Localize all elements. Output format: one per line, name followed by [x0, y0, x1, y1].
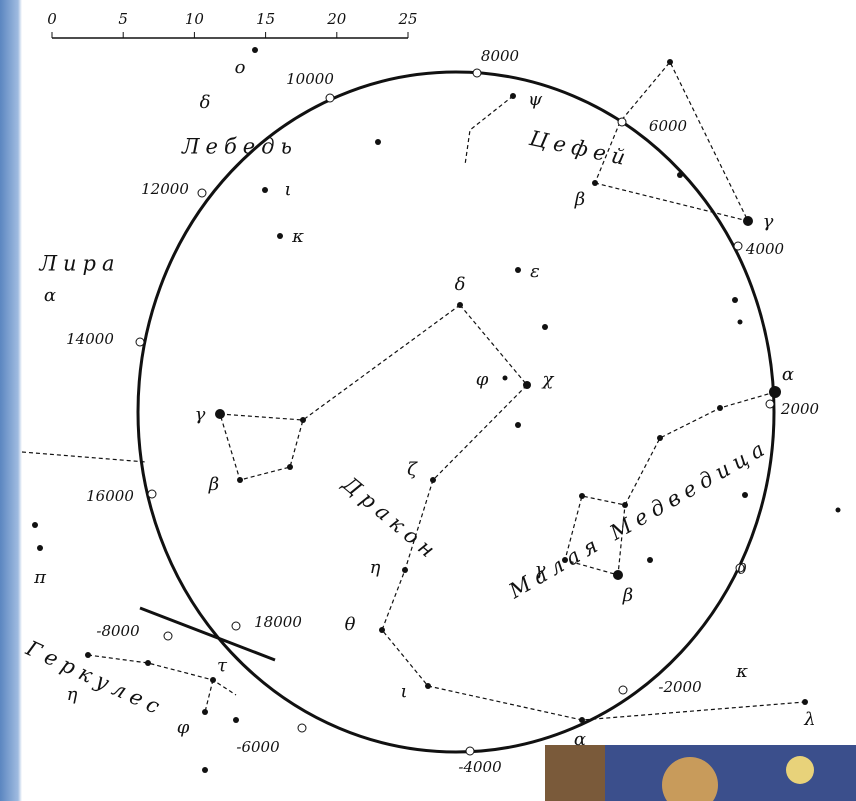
stars [32, 47, 841, 773]
constellation-name: Лира [38, 252, 120, 276]
paper [22, 6, 856, 796]
star-label: ζ [407, 459, 418, 480]
epoch-point [733, 241, 743, 251]
epoch-label: 10000 [286, 70, 334, 88]
epoch-label: 12000 [141, 180, 189, 198]
epoch-point [618, 685, 628, 695]
epoch-point [765, 399, 775, 409]
star-label: ψ [528, 89, 543, 110]
asterisms [21, 60, 806, 721]
epoch-label: -4000 [458, 758, 502, 776]
epoch-point [135, 337, 145, 347]
epoch-label: -6000 [236, 738, 280, 756]
epoch-point [163, 631, 173, 641]
star-label: ι [284, 179, 291, 200]
epoch-point [147, 489, 157, 499]
precession-circle [136, 70, 776, 754]
epoch-point [472, 68, 482, 78]
star-label: γ [763, 211, 774, 232]
epoch-point [231, 621, 241, 631]
star-label: φ [476, 369, 489, 390]
star-label: π [33, 567, 47, 588]
epoch-label: -8000 [96, 622, 140, 640]
star-label: α [44, 285, 56, 306]
scale-label: 0 [47, 10, 57, 28]
scale-label: 15 [256, 10, 275, 28]
constellation-name: Лебедь [181, 135, 298, 159]
scale-label: 5 [118, 10, 128, 28]
scale-label: 25 [397, 10, 417, 28]
star-label: η [67, 684, 78, 705]
epoch-label: 0 [737, 560, 747, 578]
star-label: λ [803, 709, 815, 730]
epoch-point [325, 93, 335, 103]
epoch-point [465, 746, 475, 756]
star-label: κ [735, 661, 748, 682]
epoch-label: 2000 [780, 400, 820, 418]
epoch-label: 14000 [66, 330, 114, 348]
star-label: β [574, 189, 585, 210]
epoch-label: 18000 [254, 613, 302, 631]
epoch-label: 8000 [481, 47, 520, 65]
star-label: γ [195, 404, 206, 425]
scale-label: 10 [185, 10, 205, 28]
star-label: η [370, 557, 381, 578]
star-label: o [235, 57, 246, 78]
star-label: θ [345, 614, 356, 635]
epoch-point [197, 188, 207, 198]
star-label: δ [200, 92, 211, 113]
star-label: α [574, 729, 586, 750]
star-label: φ [177, 717, 190, 738]
epoch-point [617, 117, 627, 127]
epoch-point [297, 723, 307, 733]
star-label: κ [291, 226, 304, 247]
star-label: β [208, 474, 219, 495]
star-label: δ [455, 274, 466, 295]
epoch-label: 4000 [745, 240, 785, 258]
epoch-label: -2000 [658, 678, 702, 696]
star-label: τ [217, 655, 228, 676]
star-label: γ [535, 559, 546, 580]
star-label: ι [400, 681, 407, 702]
picture-thumbnail [545, 745, 856, 801]
epoch-point [735, 563, 745, 573]
epoch-label: 6000 [649, 117, 688, 135]
star-label: ε [530, 261, 540, 282]
star-label: β [622, 585, 633, 606]
star-label: α [782, 364, 794, 385]
scale-label: 20 [326, 10, 347, 28]
epoch-label: 16000 [86, 487, 134, 505]
star-label: χ [541, 369, 555, 390]
